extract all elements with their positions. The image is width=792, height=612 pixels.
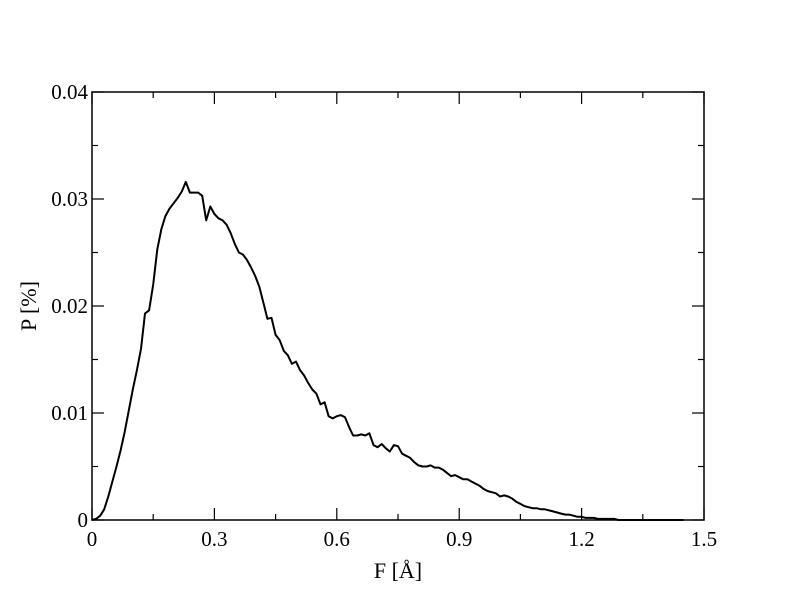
y-tick-label: 0 (78, 508, 89, 532)
y-tick-label: 0.03 (51, 187, 88, 211)
axis-ticks (91, 91, 705, 521)
x-axis-title: F [Å] (374, 558, 422, 583)
series-line (91, 180, 684, 521)
y-tick-label: 0.02 (51, 294, 88, 318)
series-group (91, 180, 684, 521)
x-tick-label: 0 (87, 527, 98, 551)
plot-frame (91, 91, 705, 521)
x-tick-label: 1.2 (568, 527, 594, 551)
x-tick-label: 0.6 (324, 527, 350, 551)
y-tick-label: 0.01 (51, 401, 88, 425)
x-tick-label: 1.5 (691, 527, 717, 551)
x-tick-label: 0.3 (201, 527, 227, 551)
y-axis-title: P [%] (16, 281, 41, 331)
x-tick-label: 0.9 (446, 527, 472, 551)
y-tick-label: 0.04 (51, 80, 88, 104)
tick-labels: 0 0.3 0.6 0.9 1.2 1.5 0 0.01 0.02 0.03 0.04 (51, 80, 717, 551)
